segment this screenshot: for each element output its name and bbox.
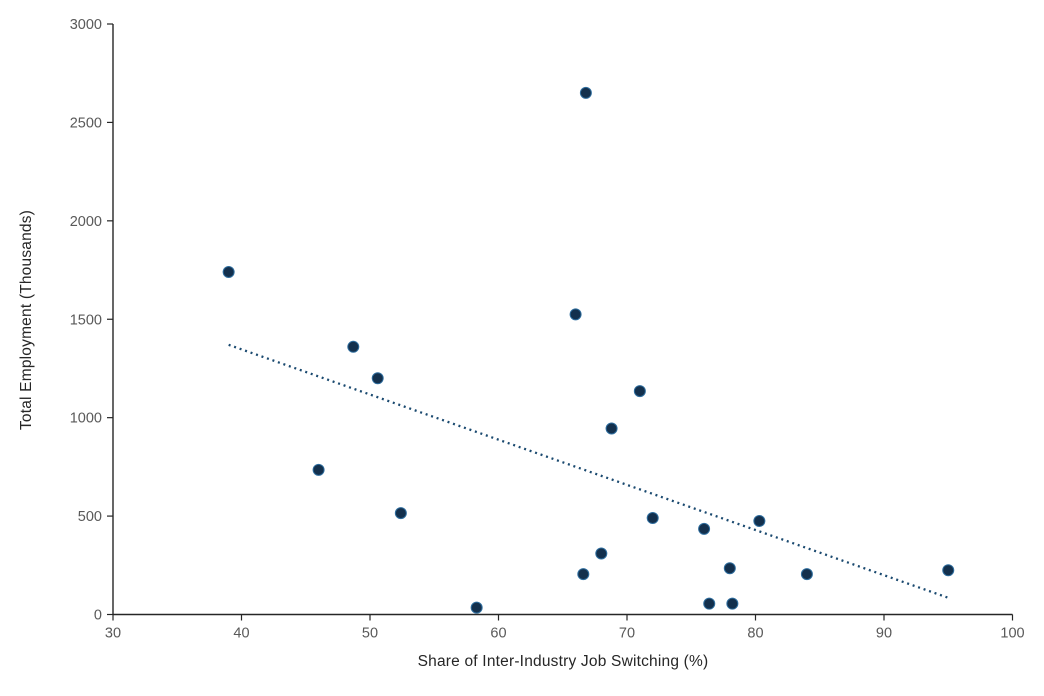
x-axis-title: Share of Inter-Industry Job Switching (%…: [417, 653, 709, 670]
x-tick-label: 50: [362, 626, 378, 642]
scatter-point: [222, 266, 235, 279]
scatter-point: [595, 547, 608, 560]
x-tick-label: 30: [105, 626, 121, 642]
scatter-point: [800, 568, 813, 581]
scatter-point: [633, 385, 646, 398]
y-tick-label: 500: [78, 509, 102, 525]
scatter-point: [703, 597, 716, 610]
y-tick-label: 2000: [70, 214, 102, 230]
y-tick-label: 1500: [70, 312, 102, 328]
x-tick-label: 100: [1000, 626, 1024, 642]
scatter-point: [569, 308, 582, 321]
x-tick-label: 40: [233, 626, 249, 642]
y-tick-label: 0: [94, 608, 102, 624]
scatter-point: [470, 601, 483, 614]
scatter-point: [646, 512, 659, 525]
y-tick-label: 3000: [70, 17, 102, 33]
scatter-point: [605, 422, 618, 435]
y-tick-label: 1000: [70, 411, 102, 427]
x-tick-label: 70: [619, 626, 635, 642]
scatter-point: [753, 515, 766, 528]
scatter-point: [371, 372, 384, 385]
scatter-point: [394, 507, 407, 520]
scatter-point: [723, 562, 736, 575]
x-tick-label: 60: [490, 626, 506, 642]
scatter-point: [942, 564, 955, 577]
y-axis-title: Total Employment (Thousands): [18, 209, 35, 431]
y-tick-label: 2500: [70, 115, 102, 131]
scatter-point: [579, 86, 592, 99]
x-tick-label: 80: [747, 626, 763, 642]
scatter-point: [312, 463, 325, 476]
scatter-point: [698, 522, 711, 535]
scatter-point: [347, 340, 360, 353]
scatter-point: [726, 597, 739, 610]
scatter-point: [577, 568, 590, 581]
x-tick-label: 90: [876, 626, 892, 642]
trendline: [228, 343, 949, 599]
